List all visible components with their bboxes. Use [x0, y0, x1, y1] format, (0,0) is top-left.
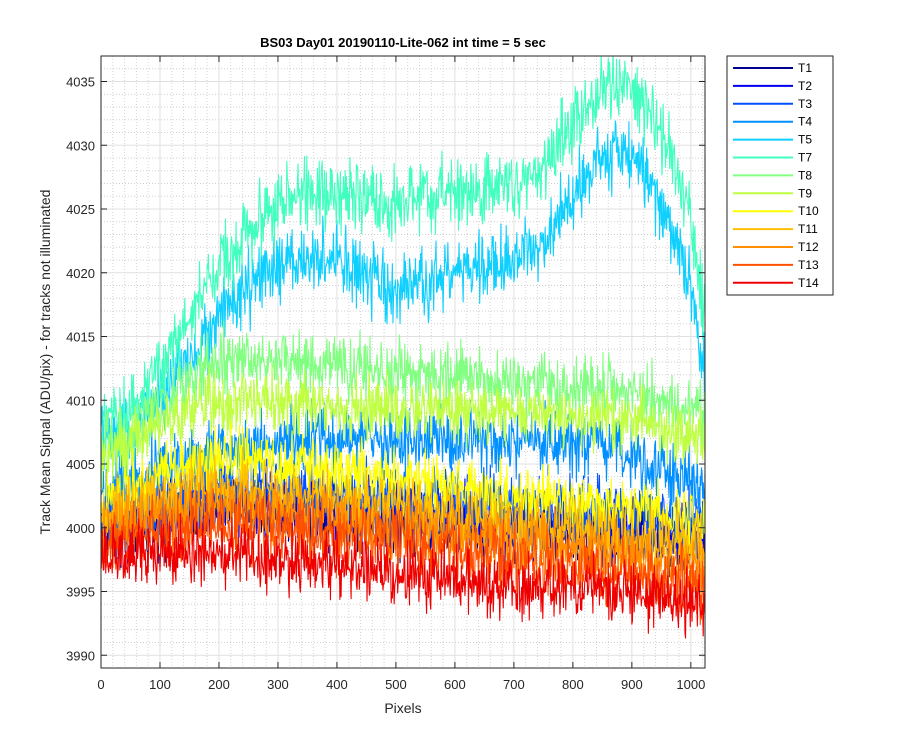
- y-tick-label: 4025: [66, 202, 95, 217]
- x-tick-label: 800: [562, 677, 584, 692]
- legend-label-t2: T2: [798, 79, 812, 93]
- y-axis-label: Track Mean Signal (ADU/pix) - for tracks…: [37, 190, 53, 535]
- y-tick-label: 4030: [66, 138, 95, 153]
- legend-label-t13: T13: [798, 258, 819, 272]
- y-tick-label: 3990: [66, 648, 95, 663]
- legend-label-t8: T8: [798, 168, 812, 182]
- y-tick-label: 4005: [66, 457, 95, 472]
- x-tick-label: 1000: [676, 677, 705, 692]
- series-lines: [101, 56, 705, 639]
- series-line-t5: [101, 120, 705, 471]
- legend: T1 T2 T3 T4 T5 T7 T8 T9 T10 T11 T12 T13 T14: [726, 55, 834, 296]
- series-line-t8: [101, 320, 705, 484]
- y-tick-label: 4035: [66, 75, 95, 90]
- x-tick-label: 200: [208, 677, 230, 692]
- legend-label-t10: T10: [798, 204, 819, 218]
- x-tick-label: 600: [444, 677, 466, 692]
- legend-label-t9: T9: [798, 186, 812, 200]
- chart-title: BS03 Day01 20190110-Lite-062 int time = …: [260, 35, 546, 50]
- legend-label-t1: T1: [798, 61, 812, 75]
- series-line-t11: [101, 444, 705, 577]
- legend-label-t7: T7: [798, 151, 812, 165]
- axes-frame: [100, 55, 706, 669]
- series-line-t9: [101, 363, 705, 489]
- legend-label-t14: T14: [798, 276, 819, 290]
- legend-label-t4: T4: [798, 115, 812, 129]
- series-line-t14: [101, 512, 705, 639]
- x-tick-label: 900: [621, 677, 643, 692]
- legend-label-t5: T5: [798, 133, 812, 147]
- legend-label-t11: T11: [798, 222, 818, 236]
- x-tick-label: 100: [149, 677, 171, 692]
- x-axis-label: Pixels: [384, 700, 421, 716]
- y-tick-label: 4020: [66, 266, 95, 281]
- x-tick-label: 700: [503, 677, 525, 692]
- series-line-t10: [101, 420, 705, 556]
- y-tick-label: 4010: [66, 393, 95, 408]
- x-tick-label: 0: [97, 677, 104, 692]
- legend-items: T1 T2 T3 T4 T5 T7 T8 T9 T10 T11 T12 T13 T14: [733, 61, 819, 290]
- x-tick-label: 400: [326, 677, 348, 692]
- legend-label-t3: T3: [798, 97, 812, 111]
- series-line-t7: [101, 56, 705, 458]
- y-tick-label: 4015: [66, 330, 95, 345]
- x-tick-label: 500: [385, 677, 407, 692]
- x-tick-label: 300: [267, 677, 289, 692]
- legend-label-t12: T12: [798, 240, 819, 254]
- y-tick-label: 4000: [66, 521, 95, 536]
- axis-ticks: 0 100 200 300 400 500 600 700 800 900 1000 3990 3995…: [66, 56, 705, 692]
- y-tick-label: 3995: [66, 585, 95, 600]
